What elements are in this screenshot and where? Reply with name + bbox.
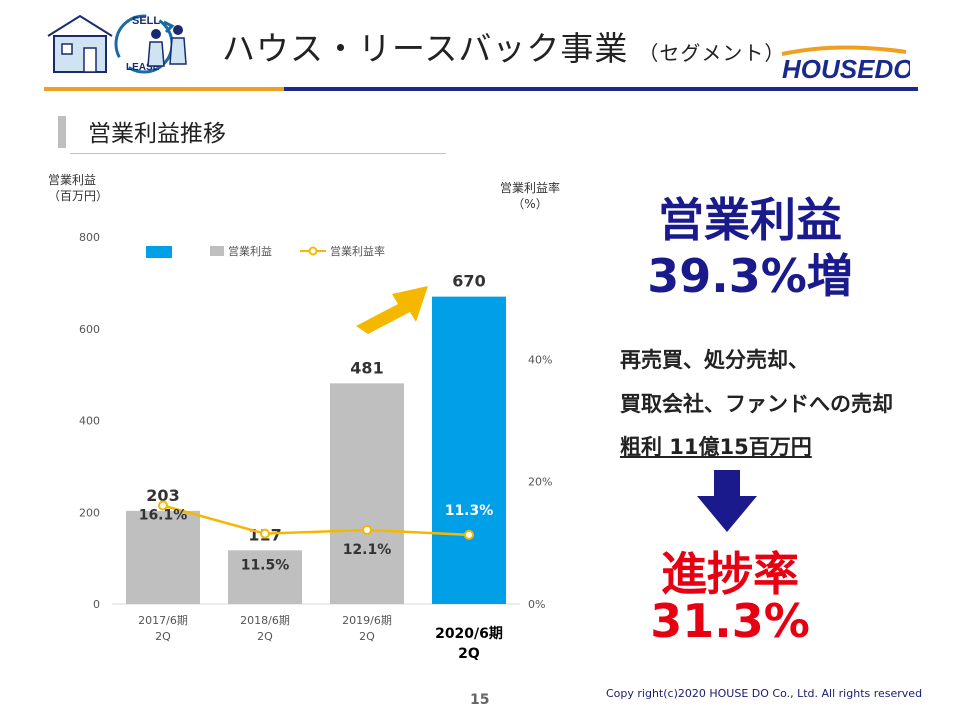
description-line-2: 買取会社、ファンドへの売却 <box>620 392 893 416</box>
description-line-3: 粗利 11億15百万円 <box>620 435 812 459</box>
progress-label: 進捗率 <box>661 547 799 601</box>
right-axis-title: 営業利益率 <box>500 180 560 195</box>
rate-value-label: 11.5% <box>241 558 290 574</box>
headline-value: 39.3%増 <box>647 249 853 303</box>
title-subtitle: （セグメント） <box>638 41 786 65</box>
bar-value-label: 481 <box>350 358 383 377</box>
logo-text: HOUSEDO <box>782 54 910 82</box>
illustration-lease-text: LEASE <box>126 62 160 73</box>
left-axis-title: 営業利益 <box>48 173 96 187</box>
down-arrow-icon <box>697 470 757 532</box>
category-label: 2017/6期 <box>138 614 188 627</box>
left-axis-title: （百万円） <box>48 189 108 203</box>
sell-lease-illustration: SELL LEASE <box>42 6 196 82</box>
rate-value-label: 11.3% <box>445 503 494 519</box>
housedo-logo: HOUSEDO <box>781 45 910 82</box>
legend-bar-label: 営業利益 <box>228 244 272 258</box>
profit-rate-point <box>260 528 270 539</box>
legend-bar-swatch <box>210 246 224 256</box>
bar <box>228 550 302 604</box>
header-rule-orange <box>44 87 284 91</box>
bar-value-label: 203 <box>146 486 179 505</box>
left-tick-label: 800 <box>79 231 100 244</box>
category-label: 2Q <box>155 630 171 643</box>
bar <box>126 510 200 604</box>
rate-value-label: 16.1% <box>139 508 188 524</box>
page-number: 15 <box>470 692 490 708</box>
category-label: 2018/6期 <box>240 614 290 627</box>
left-tick-label: 0 <box>93 598 100 611</box>
legend-line-label: 営業利益率 <box>330 244 385 258</box>
category-label: 2Q <box>359 630 375 643</box>
bar-value-label: 670 <box>452 272 485 291</box>
legend-line-marker <box>308 246 318 256</box>
profit-rate-point <box>158 500 168 511</box>
header-rule-blue <box>284 87 918 91</box>
right-tick-label: 40% <box>528 353 552 366</box>
rate-value-label: 12.1% <box>343 542 392 558</box>
profit-rate-point <box>464 529 474 540</box>
illustration-sell-text: SELL <box>132 15 160 27</box>
headline-label: 営業利益 <box>658 193 842 247</box>
copyright-text: Copy right(c)2020 HOUSE DO Co., Ltd. All… <box>606 687 923 700</box>
growth-arrow-icon <box>356 286 428 334</box>
category-label: 2019/6期 <box>342 614 392 627</box>
left-tick-label: 200 <box>79 506 100 519</box>
right-tick-label: 0% <box>528 598 545 611</box>
highlight-bar <box>432 296 506 604</box>
section-underline <box>70 153 446 154</box>
bar <box>330 383 404 604</box>
profit-rate-point <box>362 524 372 535</box>
profit-rate-line <box>162 504 470 537</box>
left-tick-label: 600 <box>79 323 100 336</box>
legend-highlight-swatch <box>146 246 172 258</box>
title-main: ハウス・リースバック事業 <box>222 29 629 68</box>
right-tick-label: 20% <box>528 476 552 489</box>
right-axis-title: （%） <box>512 197 547 211</box>
category-label: 2Q <box>257 630 273 643</box>
category-label: 2020/6期 <box>435 626 503 642</box>
section-title: 営業利益推移 <box>88 121 226 147</box>
left-tick-label: 400 <box>79 415 100 428</box>
page-title: ハウス・リースバック事業 （セグメント） <box>222 22 785 70</box>
progress-value: 31.3% <box>650 594 810 648</box>
category-label: 2Q <box>458 646 480 662</box>
operating-profit-chart: 営業利益 （百万円） 営業利益率 （%） 0 200 400 600 800 0% 20% 40% 営業… <box>48 173 560 662</box>
description-line-1: 再売買、処分売却、 <box>620 348 809 372</box>
section-marker <box>58 116 66 148</box>
